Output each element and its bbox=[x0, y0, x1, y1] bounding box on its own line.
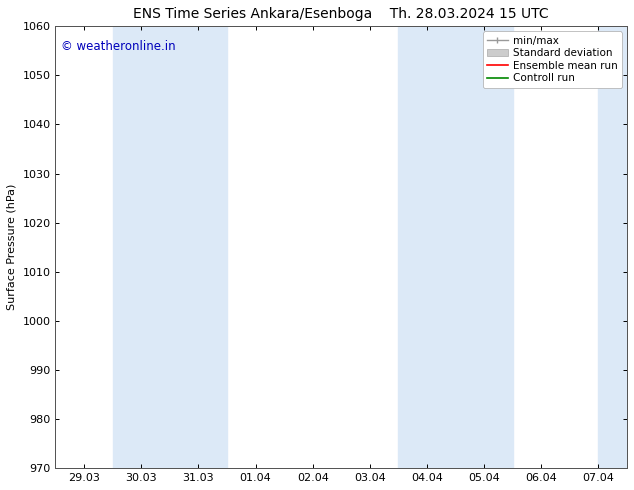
Bar bbox=[598, 26, 627, 468]
Y-axis label: Surface Pressure (hPa): Surface Pressure (hPa) bbox=[7, 184, 17, 311]
Bar bbox=[113, 26, 227, 468]
Title: ENS Time Series Ankara/Esenboga    Th. 28.03.2024 15 UTC: ENS Time Series Ankara/Esenboga Th. 28.0… bbox=[134, 7, 549, 21]
Legend: min/max, Standard deviation, Ensemble mean run, Controll run: min/max, Standard deviation, Ensemble me… bbox=[482, 31, 622, 88]
Text: © weatheronline.in: © weatheronline.in bbox=[61, 40, 176, 52]
Bar bbox=[398, 26, 513, 468]
